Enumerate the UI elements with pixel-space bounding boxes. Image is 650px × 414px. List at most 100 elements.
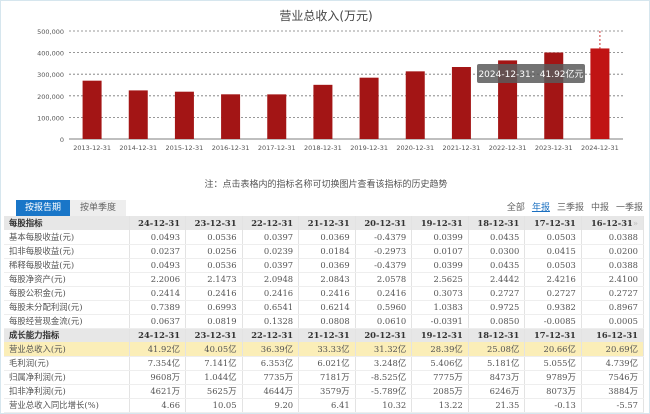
y-tick-label: 200,000 (37, 93, 64, 101)
table-cell: 10.32 (355, 398, 413, 413)
table-cell: 0.0435 (468, 258, 526, 273)
table-row: 每股经营现金流(元) 0.0637 0.0819 0.1328 0.0808 0.0610… (4, 314, 645, 329)
table-cell: 2.1473 (185, 272, 243, 287)
column-header: 17-12-31 (524, 328, 582, 342)
metric-name-link[interactable]: 扣非净利润(元) (4, 384, 130, 399)
table-cell: 0.0610 (355, 314, 413, 329)
table-cell: 4644万 (242, 384, 300, 399)
table-cell: 0.0819 (185, 314, 243, 329)
table-cell: -0.2973 (355, 244, 413, 259)
metric-name-link[interactable]: 归属净利润(元) (4, 370, 130, 385)
table-cell: 0.2727 (524, 286, 582, 301)
tab-by-quarter[interactable]: 按单季度 (70, 200, 126, 216)
table-cell: 6.021亿 (298, 356, 356, 371)
metric-name-link[interactable]: 营业总收入(元) (4, 342, 130, 357)
metric-name-link[interactable]: 扣非每股收益(元) (4, 244, 130, 259)
revenue-chart: 营业总收入(万元) 0 100,000 200,000 300,000 400,000 50… (37, 9, 623, 152)
table-cell: 5.406亿 (411, 356, 469, 371)
table-cell: 0.0399 (411, 230, 469, 245)
column-header: 24-12-31 (129, 328, 187, 342)
table-cell: 10.05 (185, 398, 243, 413)
chart-note: 注：点击表格内的指标名称可切换图片查看该指标的历史趋势 (204, 180, 448, 190)
table-cell: 0.6993 (185, 300, 243, 315)
column-header: 20-12-31 (355, 216, 413, 230)
table-cell: 1.0383 (411, 300, 469, 315)
scroll-right-icon[interactable]: » (632, 218, 638, 228)
table-cell: 2.0843 (298, 272, 356, 287)
x-tick-label: 2022-12-31 (489, 144, 527, 152)
chart-title: 营业总收入(万元) (279, 9, 372, 23)
table-cell: 0.0503 (524, 230, 582, 245)
metric-name-link[interactable]: 每股未分配利润(元) (4, 300, 130, 315)
column-header: 24-12-31 (129, 216, 187, 230)
x-tick-label: 2023-12-31 (535, 144, 573, 152)
table-cell: 0.0536 (185, 258, 243, 273)
table-cell: 9789万 (524, 370, 582, 385)
column-header: 18-12-31 (468, 216, 526, 230)
bar (451, 67, 471, 139)
table-cell: 0.0415 (524, 244, 582, 259)
table-cell: 0.0399 (411, 258, 469, 273)
table-cell: 5625万 (185, 384, 243, 399)
bar (313, 84, 333, 139)
column-header: 19-12-31 (411, 328, 469, 342)
metric-name-link[interactable]: 基本每股收益(元) (4, 230, 130, 245)
column-header: 17-12-31 (524, 216, 582, 230)
filter-all[interactable]: 全部 (506, 203, 525, 213)
table-cell: 0.6214 (298, 300, 356, 315)
filter-interim[interactable]: 中报 (590, 203, 609, 213)
table-cell: -0.13 (524, 398, 582, 413)
table-cell: 0.0637 (129, 314, 187, 329)
table-cell: 0.7389 (129, 300, 187, 315)
table-cell: 0.0397 (242, 258, 300, 273)
table-row: 扣非净利润(元) 4621万 5625万 4644万 3579万 -5.789亿 2085万… (4, 384, 645, 399)
metric-name-link[interactable]: 毛利润(元) (4, 356, 130, 371)
table-cell: 0.0850 (468, 314, 526, 329)
x-tick-label: 2017-12-31 (258, 144, 296, 152)
column-header: 19-12-31 (411, 216, 469, 230)
table-row: 扣非每股收益(元) 0.0237 0.0256 0.0239 0.0184 -0.2973… (4, 244, 645, 259)
table-cell: 0.0005 (581, 314, 645, 329)
table-cell: 7.141亿 (185, 356, 243, 371)
x-tick-label: 2021-12-31 (443, 144, 481, 152)
table-cell: 0.0493 (129, 230, 187, 245)
bar (221, 94, 241, 139)
table-cell: 0.0107 (411, 244, 469, 259)
table-cell: 2.5625 (411, 272, 469, 287)
growth-header-row: 成长能力指标 24-12-31 23-12-31 22-12-31 21-12-31 20… (4, 328, 645, 342)
table-cell: 0.0300 (468, 244, 526, 259)
metric-name-link[interactable]: 稀释每股收益(元) (4, 258, 130, 273)
table-cell: 9608万 (129, 370, 187, 385)
table-cell: 0.2727 (468, 286, 526, 301)
metric-name-link[interactable]: 营业总收入同比增长(%) (4, 398, 130, 413)
table-cell: 0.0388 (581, 230, 645, 245)
per-share-header-row: 每股指标 24-12-31 23-12-31 22-12-31 21-12-31 20-1… (4, 216, 645, 230)
table-cell: 0.1328 (242, 314, 300, 329)
table-cell: 7546万 (581, 370, 645, 385)
bar (128, 90, 148, 139)
table-cell: 0.0397 (242, 230, 300, 245)
table-cell: 0.0369 (298, 258, 356, 273)
tab-by-report-period[interactable]: 按报告期 (16, 200, 70, 216)
metric-name-link[interactable]: 每股经营现金流(元) (4, 314, 130, 329)
table-cell: 20.69亿 (581, 342, 645, 357)
table-cell: 4621万 (129, 384, 187, 399)
filter-q1[interactable]: 一季报 (615, 203, 643, 213)
table-cell: 0.3073 (411, 286, 469, 301)
table-cell: 40.05亿 (185, 342, 243, 357)
x-tick-label: 2013-12-31 (73, 144, 111, 152)
table-cell: -5.789亿 (355, 384, 413, 399)
metric-name-link[interactable]: 每股净资产(元) (4, 272, 130, 287)
table-cell: 2.4100 (581, 272, 645, 287)
x-tick-label: 2024-12-31 (581, 144, 619, 152)
table-cell: -0.4379 (355, 258, 413, 273)
column-header: 20-12-31 (355, 328, 413, 342)
table-cell: 0.2727 (581, 286, 645, 301)
table-cell: 2.2006 (129, 272, 187, 287)
filter-q3[interactable]: 三季报 (556, 203, 584, 213)
table-row: 归属净利润(元) 9608万 1.044亿 7735万 7181万 -8.525亿 7775… (4, 370, 645, 385)
table-cell: 13.22 (411, 398, 469, 413)
metric-name-link[interactable]: 每股公积金(元) (4, 286, 130, 301)
bar (174, 91, 194, 139)
filter-annual[interactable]: 年报 (531, 203, 550, 213)
